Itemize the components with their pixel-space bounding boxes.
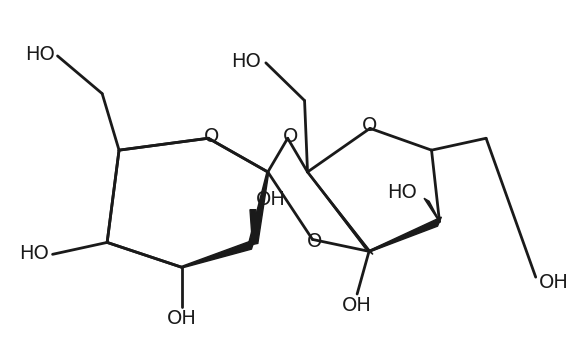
- Polygon shape: [369, 217, 441, 252]
- Text: OH: OH: [166, 309, 196, 328]
- Text: O: O: [283, 127, 298, 146]
- Text: HO: HO: [387, 183, 417, 202]
- Text: OH: OH: [256, 190, 286, 209]
- Text: HO: HO: [25, 46, 55, 64]
- Text: OH: OH: [538, 273, 569, 292]
- Text: O: O: [307, 232, 322, 251]
- Polygon shape: [250, 210, 256, 244]
- Polygon shape: [424, 198, 440, 222]
- Polygon shape: [181, 240, 254, 268]
- Text: O: O: [362, 116, 378, 135]
- Polygon shape: [307, 171, 373, 254]
- Text: O: O: [204, 127, 219, 146]
- Text: OH: OH: [342, 296, 372, 316]
- Polygon shape: [248, 172, 269, 245]
- Text: HO: HO: [231, 52, 261, 71]
- Text: HO: HO: [19, 244, 49, 263]
